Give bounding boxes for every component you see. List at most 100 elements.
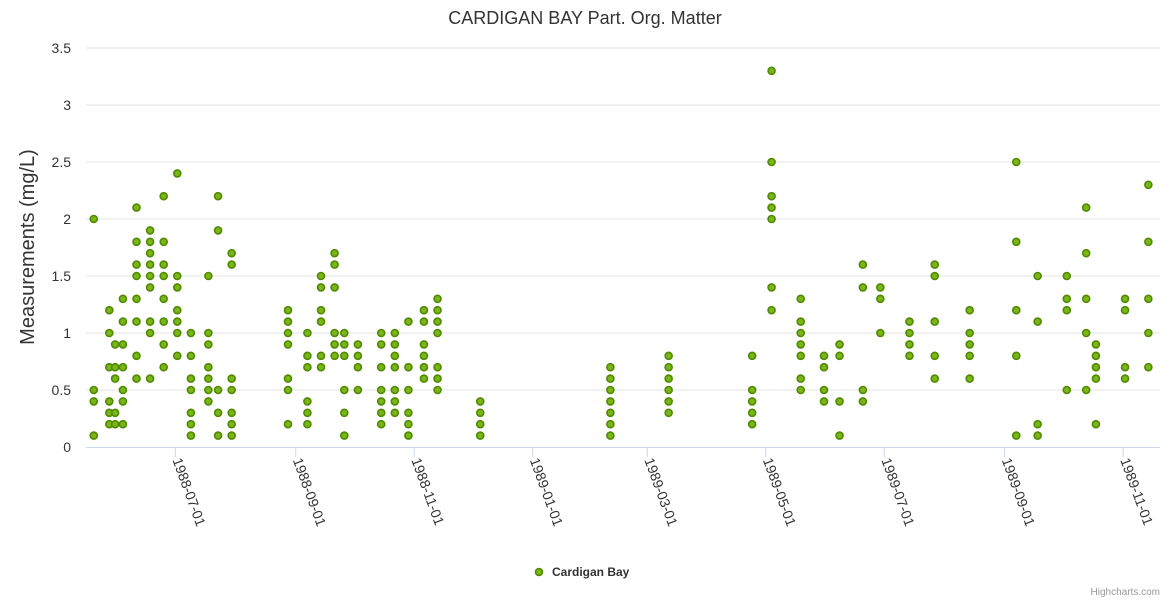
data-point[interactable] [145,260,155,269]
data-point[interactable] [353,385,363,395]
data-point[interactable] [796,351,806,361]
data-point[interactable] [664,362,673,372]
credits-link[interactable]: Highcharts.com [1091,587,1160,598]
data-point[interactable] [132,237,141,247]
data-point[interactable] [1120,362,1130,372]
data-point[interactable] [965,351,974,361]
data-point[interactable] [930,374,940,383]
data-point[interactable] [747,408,757,418]
data-point[interactable] [1033,419,1042,429]
data-point[interactable] [353,340,363,349]
data-point[interactable] [283,374,293,383]
data-point[interactable] [404,408,413,418]
data-point[interactable] [204,374,213,383]
data-point[interactable] [132,294,141,304]
data-point[interactable] [376,408,386,418]
data-point[interactable] [172,283,182,292]
data-point[interactable] [186,351,196,361]
data-point[interactable] [1120,305,1130,315]
data-point[interactable] [316,317,326,326]
data-point[interactable] [419,362,429,372]
data-point[interactable] [118,340,128,349]
data-point[interactable] [283,419,293,429]
data-point[interactable] [390,385,400,395]
data-point[interactable] [1120,294,1130,304]
data-point[interactable] [796,385,806,395]
data-point[interactable] [283,305,293,315]
data-point[interactable] [1144,362,1153,372]
data-point[interactable] [858,283,868,292]
data-point[interactable] [186,408,196,418]
data-point[interactable] [204,271,213,281]
data-point[interactable] [606,385,615,395]
data-point[interactable] [475,431,485,440]
data-point[interactable] [316,362,326,372]
data-point[interactable] [767,203,776,212]
data-point[interactable] [376,397,386,406]
data-point[interactable] [204,362,213,372]
data-point[interactable] [905,317,914,326]
data-point[interactable] [905,328,914,338]
data-point[interactable] [145,283,155,292]
data-point[interactable] [330,260,339,269]
data-point[interactable] [664,408,673,418]
data-point[interactable] [186,374,196,383]
data-point[interactable] [419,305,429,315]
data-point[interactable] [905,340,914,349]
data-point[interactable] [404,419,413,429]
data-point[interactable] [664,374,673,383]
data-point[interactable] [433,362,442,372]
data-point[interactable] [204,385,213,395]
data-point[interactable] [1011,305,1021,315]
data-point[interactable] [965,305,974,315]
data-point[interactable] [475,397,485,406]
data-point[interactable] [330,283,339,292]
data-point[interactable] [930,260,940,269]
data-point[interactable] [965,328,974,338]
data-point[interactable] [767,283,776,292]
data-point[interactable] [159,191,168,201]
data-point[interactable] [204,340,213,349]
data-point[interactable] [227,385,236,395]
data-point[interactable] [1062,271,1072,281]
data-point[interactable] [376,328,386,338]
data-point[interactable] [172,351,182,361]
data-point[interactable] [796,340,806,349]
data-point[interactable] [767,66,776,76]
data-point[interactable] [664,351,673,361]
data-point[interactable] [819,385,829,395]
data-point[interactable] [390,362,400,372]
data-point[interactable] [118,385,128,395]
data-point[interactable] [796,328,806,338]
data-point[interactable] [1081,248,1091,258]
data-point[interactable] [390,408,400,418]
data-point[interactable] [340,385,349,395]
data-point[interactable] [1011,157,1021,167]
data-point[interactable] [283,328,293,338]
data-point[interactable] [767,157,776,167]
data-point[interactable] [330,340,339,349]
data-point[interactable] [159,237,168,247]
data-point[interactable] [1144,180,1153,190]
data-point[interactable] [767,191,776,201]
data-point[interactable] [204,397,213,406]
data-point[interactable] [213,191,223,201]
data-point[interactable] [1091,340,1101,349]
data-point[interactable] [340,351,349,361]
data-point[interactable] [159,362,168,372]
data-point[interactable] [283,385,293,395]
data-point[interactable] [283,340,293,349]
data-point[interactable] [390,397,400,406]
data-point[interactable] [105,397,114,406]
data-point[interactable] [390,328,400,338]
data-point[interactable] [858,260,868,269]
data-point[interactable] [747,351,757,361]
data-point[interactable] [340,408,349,418]
data-point[interactable] [213,431,223,440]
data-point[interactable] [876,283,885,292]
data-point[interactable] [340,431,349,440]
data-point[interactable] [353,351,363,361]
data-point[interactable] [89,214,99,224]
data-point[interactable] [105,305,114,315]
data-point[interactable] [340,328,349,338]
